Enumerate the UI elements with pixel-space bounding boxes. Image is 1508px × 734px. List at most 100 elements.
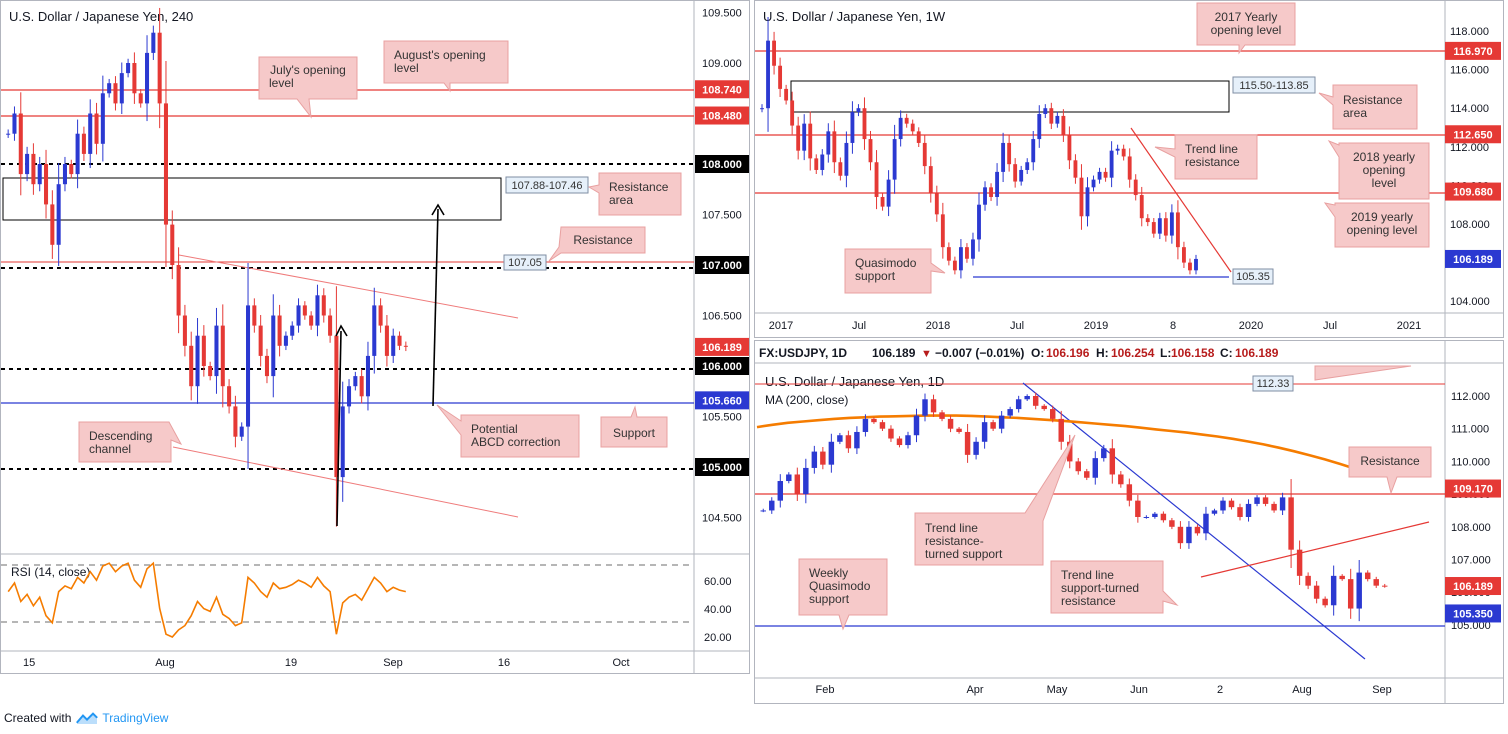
candle-body xyxy=(922,142,927,167)
chart-title: U.S. Dollar / Japanese Yen, 1D xyxy=(765,374,944,389)
svg-text:opening level: opening level xyxy=(1347,223,1418,237)
candle-body xyxy=(1115,148,1120,151)
candle-body xyxy=(1067,135,1072,161)
candle-body xyxy=(1182,247,1186,263)
candle-body xyxy=(138,93,143,104)
price-scale-label: 108.000 xyxy=(1451,522,1491,534)
candle-body xyxy=(1084,471,1090,478)
candle-body xyxy=(176,265,181,316)
level-tag-label: 106.000 xyxy=(702,361,742,373)
price-scale-label: 104.000 xyxy=(1450,296,1490,308)
candle-body xyxy=(1061,115,1066,136)
candle-body xyxy=(372,305,377,356)
weekly-chart-panel[interactable]: U.S. Dollar / Japanese Yen, 1W 2017 Year… xyxy=(754,0,1504,338)
price-scale-label: 114.000 xyxy=(1450,103,1489,115)
candle-body xyxy=(868,139,873,163)
price-scale-label: 105.000 xyxy=(1451,620,1491,632)
candle-body xyxy=(1103,171,1108,178)
candle-body xyxy=(1019,169,1024,182)
daily-chart[interactable]: FX:USDJPY, 1D 106.189 ▼ −0.007 (−0.01%) … xyxy=(755,341,1503,703)
top-tag: 112.33 xyxy=(1252,375,1294,392)
candle-body xyxy=(62,164,67,185)
candle-body xyxy=(1055,115,1060,124)
level-tag-label: 107.000 xyxy=(702,260,742,272)
level-tag-label: 109.170 xyxy=(1453,484,1493,496)
callout-weekly-quasimodo: Weekly Quasimodo support xyxy=(798,558,888,631)
candle-body xyxy=(1330,575,1337,606)
candle-body xyxy=(995,171,1000,197)
candle-body xyxy=(964,431,971,455)
candle-body xyxy=(1067,441,1073,462)
candle-body xyxy=(826,131,831,155)
support-tag: 105.35 xyxy=(1232,268,1274,285)
symbol-label: FX:USDJPY, 1D xyxy=(759,346,847,360)
svg-text:105.35: 105.35 xyxy=(1236,271,1270,283)
candle-body xyxy=(69,164,74,175)
candle-body xyxy=(910,123,915,132)
callout-august-opening: August's opening level xyxy=(383,40,509,93)
candle-body xyxy=(1126,484,1133,501)
candle-body xyxy=(1139,195,1144,219)
time-label: Jul xyxy=(1323,320,1337,332)
candle-body xyxy=(990,422,996,429)
candle-body xyxy=(12,113,17,134)
candle-body xyxy=(971,239,975,259)
candle-body xyxy=(886,179,891,207)
svg-text:Support: Support xyxy=(613,426,656,440)
candle-body xyxy=(170,224,175,265)
level-tag-label: 108.480 xyxy=(702,111,742,123)
candle-body xyxy=(1007,142,1012,165)
candle-body xyxy=(947,418,954,429)
candle-body xyxy=(1175,212,1180,248)
svg-text:Descending: Descending xyxy=(89,429,152,443)
level-tag xyxy=(695,458,749,476)
level-tag xyxy=(695,106,749,125)
candle-body xyxy=(814,158,819,170)
weekly-chart[interactable]: U.S. Dollar / Japanese Yen, 1W 2017 Year… xyxy=(755,1,1503,337)
svg-text:2017 Yearly: 2017 Yearly xyxy=(1215,10,1278,24)
callout-july-opening: July's opening level xyxy=(258,56,358,119)
candle-body xyxy=(1109,150,1114,178)
svg-text:resistance-: resistance- xyxy=(925,534,984,548)
candle-body xyxy=(252,305,257,326)
level-tag xyxy=(695,337,749,356)
candle-body xyxy=(1177,526,1184,544)
rsi-scale-20: 20.00 xyxy=(704,632,732,644)
daily-level-tags: 109.170 106.189 105.350 xyxy=(1445,479,1501,623)
time-label: 2019 xyxy=(1084,320,1108,332)
candle-body xyxy=(1382,585,1388,587)
rsi-scale-40: 40.00 xyxy=(704,604,732,616)
candle-body xyxy=(981,422,988,442)
candle-body xyxy=(958,247,963,271)
candle-body xyxy=(811,451,818,468)
chart-title: U.S. Dollar / Japanese Yen, 240 xyxy=(9,9,193,24)
candle-body xyxy=(290,325,295,336)
candle-body xyxy=(1194,526,1201,534)
candle-body xyxy=(31,153,36,185)
svg-text:support: support xyxy=(809,592,850,606)
candle-body xyxy=(952,260,957,271)
candle-body xyxy=(854,431,860,449)
svg-text:Weekly: Weekly xyxy=(809,566,848,580)
candle-body xyxy=(1127,156,1132,180)
h4-chart-panel[interactable]: U.S. Dollar / Japanese Yen, 240 July's o… xyxy=(0,0,750,674)
price-scale-label: 104.500 xyxy=(702,513,742,525)
candle-body xyxy=(772,40,776,66)
level-tag-label: 106.189 xyxy=(702,342,742,354)
candle-body xyxy=(195,335,200,387)
h4-chart[interactable]: U.S. Dollar / Japanese Yen, 240 July's o… xyxy=(1,1,749,673)
candle-body xyxy=(1271,503,1277,511)
candle-body xyxy=(1041,405,1047,410)
price-scale-label: 108.000 xyxy=(1450,219,1490,231)
footer-brand[interactable]: TradingView xyxy=(102,711,169,725)
candle-body xyxy=(856,108,861,113)
price-scale-label: 107.500 xyxy=(702,210,742,222)
candle-body xyxy=(760,108,764,110)
price-scale-label: 109.000 xyxy=(702,58,742,70)
daily-price-scale[interactable]: 112.000111.000110.000109.000108.000107.0… xyxy=(1451,391,1491,632)
level-tag xyxy=(1445,182,1501,201)
time-label: May xyxy=(1047,684,1068,696)
daily-chart-panel[interactable]: FX:USDJPY, 1D 106.189 ▼ −0.007 (−0.01%) … xyxy=(754,340,1504,704)
time-label: Sep xyxy=(1372,684,1392,696)
time-label: 2020 xyxy=(1239,320,1263,332)
